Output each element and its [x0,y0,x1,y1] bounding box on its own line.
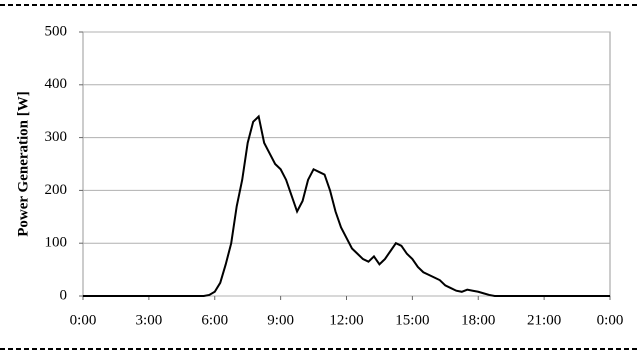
x-tick-label: 3:00 [136,312,163,328]
plot-frame [82,31,611,297]
y-tick-label: 100 [45,235,68,251]
x-tick-label: 0:00 [70,312,97,328]
power-line [83,114,610,297]
x-tick-label: 21:00 [527,312,561,328]
y-tick-label: 300 [45,129,68,145]
y-tick-label: 200 [45,182,68,198]
x-tick-label: 6:00 [201,312,228,328]
x-tick-label: 15:00 [395,312,429,328]
y-axis-label: Power Generation [W] [15,91,31,237]
y-tick-label: 500 [45,23,68,39]
x-tick-label: 18:00 [461,312,495,328]
x-tick-label: 0:00 [597,312,624,328]
y-tick-label: 0 [60,287,68,303]
x-tick-label: 12:00 [329,312,363,328]
x-tick-label: 9:00 [267,312,294,328]
y-tick-label: 400 [45,76,68,92]
